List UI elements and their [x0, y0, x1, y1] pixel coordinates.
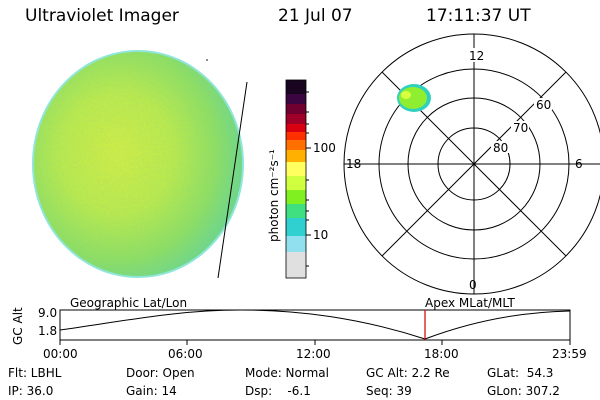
timeline-left-title: Geographic Lat/Lon	[70, 296, 188, 310]
mode-value: Mode: Normal	[245, 366, 329, 380]
timeline-tick-1: 06:00	[168, 347, 203, 361]
timeline-tick-4: 23:59	[552, 347, 587, 361]
observation-time: 17:11:37 UT	[426, 6, 531, 26]
timeline-right-title: Apex MLat/MLT	[425, 296, 515, 310]
observation-date: 21 Jul 07	[278, 6, 353, 26]
gc-alt-value: GC Alt: 2.2 Re	[366, 366, 450, 380]
polar-mlat-mlt-plot	[343, 33, 600, 295]
mlt-label-12: 12	[469, 49, 484, 63]
dsp-value: Dsp: -6.1	[245, 384, 311, 398]
color-scale-bar: 100 10 photon cm⁻²s⁻¹	[267, 79, 336, 279]
lat-label-70: 70	[513, 121, 528, 135]
timeline-tick-0: 00:00	[43, 347, 78, 361]
mlt-label-6: 6	[575, 157, 583, 171]
timeline-y-label: GC Alt	[11, 307, 25, 345]
lat-label-80: 80	[493, 141, 508, 155]
colorbar-tick-10: 10	[313, 228, 328, 242]
colorbar-unit-label: photon cm⁻²s⁻¹	[267, 149, 281, 242]
timeline-y-top: 9.0	[38, 306, 58, 320]
glon-value: GLon: 307.2	[487, 384, 560, 398]
seq-value: Seq: 39	[366, 384, 412, 398]
mlt-label-18: 18	[346, 157, 361, 171]
altitude-curve	[59, 309, 571, 340]
gain-value: Gain: 14	[126, 384, 177, 398]
terminator-line	[217, 81, 248, 279]
instrument-title: Ultraviolet Imager	[25, 6, 179, 26]
timeline-y-bottom: 1.8	[38, 324, 58, 338]
timeline-tick-3: 18:00	[424, 347, 459, 361]
orbit-altitude-timeline: GC Alt	[11, 307, 571, 345]
glat-value: GLat: 54.3	[487, 366, 554, 380]
auroral-emission-spot	[397, 84, 431, 112]
filter-value: Flt: LBHL	[8, 366, 62, 380]
door-value: Door: Open	[126, 366, 195, 380]
timeline-tick-2: 12:00	[296, 347, 331, 361]
colorbar-tick-100: 100	[313, 141, 336, 155]
ip-value: IP: 36.0	[8, 384, 54, 398]
mlt-label-0: 0	[469, 278, 477, 292]
lat-label-60: 60	[536, 98, 551, 112]
uv-earth-image	[32, 50, 248, 279]
